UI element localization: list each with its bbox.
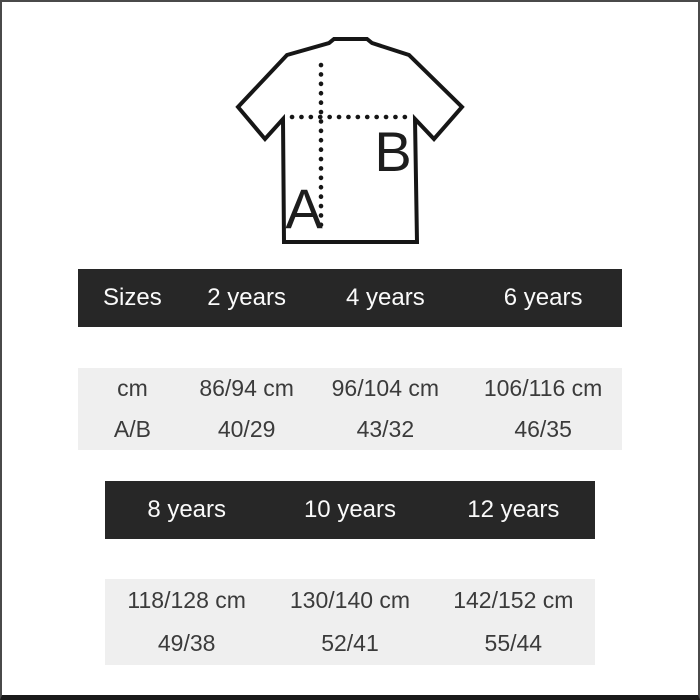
ab-value-10-years: 52/41 [321,630,379,656]
table-row-ab-small: A/B 40/29 43/32 46/35 [78,409,622,450]
cm-value-8-years: 118/128 cm [127,587,246,613]
header-12-years: 12 years [467,496,560,523]
ab-value-6-years: 46/35 [514,416,572,442]
header-sizes: Sizes [103,284,162,311]
size-data-large: 118/128 cm 130/140 cm 142/152 cm 49/38 5… [105,579,595,665]
row-label-cm: cm [117,375,148,401]
header-2-years: 2 years [207,284,286,311]
table-row-cm-small: cm 86/94 cm 96/104 cm 106/116 cm [78,368,622,409]
table-row-ab-large: 49/38 52/41 55/44 [105,622,595,665]
header-4-years: 4 years [345,284,425,311]
size-header-row-large: 8 years 10 years 12 years [105,481,595,539]
tshirt-outline-icon [235,37,465,244]
measure-label-a: A [285,177,323,240]
size-data-small: cm 86/94 cm 96/104 cm 106/116 cm A/B 40/… [78,368,622,450]
cm-value-4-years: 96/104 cm [331,375,440,401]
row-label-ab: A/B [113,416,151,442]
ab-value-2-years: 40/29 [217,416,276,442]
cm-value-12-years: 142/152 cm [453,587,574,613]
header-8-years: 8 years [147,496,227,523]
ab-value-8-years: 49/38 [157,630,216,656]
header-6-years: 6 years [503,284,583,311]
size-header-row-small: Sizes 2 years 4 years 6 years [78,269,622,327]
ab-value-4-years: 43/32 [356,416,415,442]
header-10-years: 10 years [303,496,397,523]
measure-label-b: B [374,120,411,183]
cm-value-2-years: 86/94 cm [199,375,294,401]
tshirt-measurement-diagram: A B [230,32,470,247]
table-row-cm-large: 118/128 cm 130/140 cm 142/152 cm [105,579,595,622]
ab-value-12-years: 55/44 [484,630,543,656]
cm-value-10-years: 130/140 cm [289,587,411,613]
cm-value-6-years: 106/116 cm [483,375,603,401]
